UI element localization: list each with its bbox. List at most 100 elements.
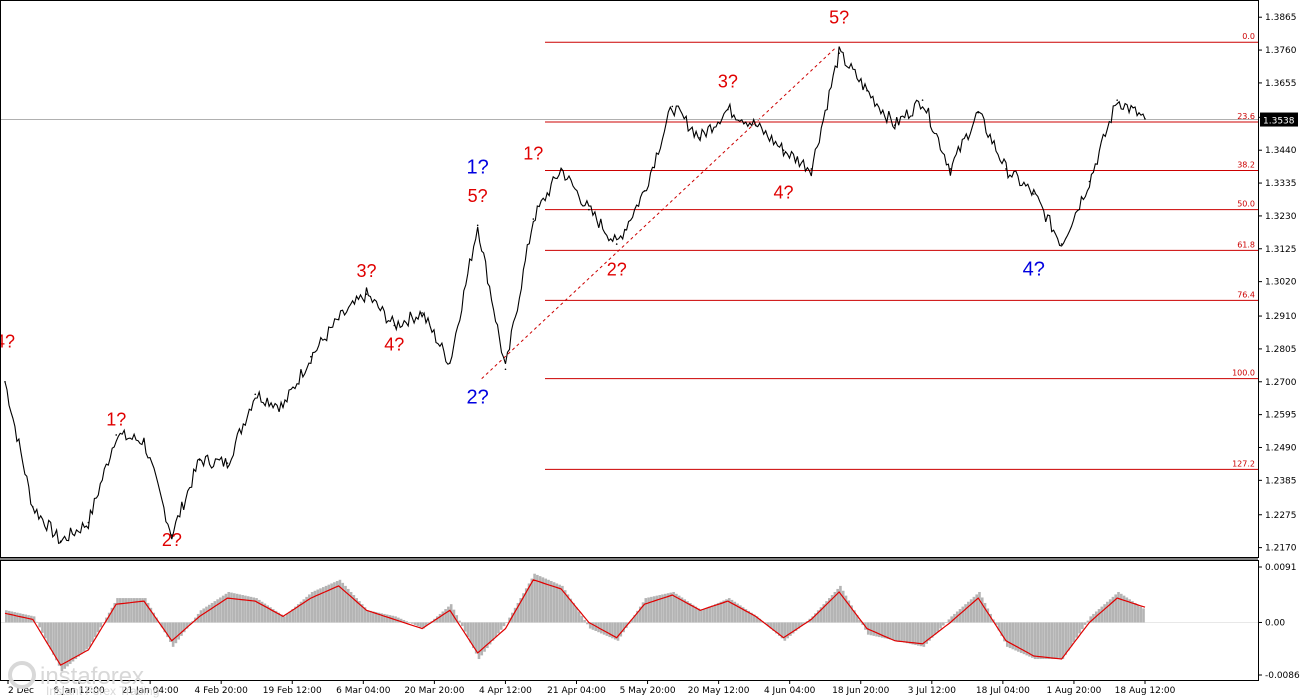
osc-histogram-bar — [883, 622, 887, 639]
osc-histogram-bar — [327, 584, 331, 623]
osc-histogram-bar — [444, 609, 447, 623]
x-tick-label: 20 Mar 20:00 — [404, 686, 464, 696]
y-tick-label: 1.2385 — [1265, 476, 1297, 486]
osc-histogram-bar — [650, 596, 653, 623]
osc-histogram-bar — [116, 598, 119, 623]
osc-histogram-bar — [830, 595, 834, 623]
osc-histogram-bar — [1025, 622, 1029, 656]
osc-histogram-bar — [519, 598, 522, 623]
osc-histogram-bar — [138, 598, 142, 623]
price-point — [532, 218, 535, 220]
osc-histogram-bar — [872, 622, 876, 636]
osc-histogram-bar — [16, 612, 19, 623]
price-point — [171, 534, 173, 536]
osc-histogram-bar — [986, 608, 990, 623]
osc-histogram-bar — [853, 610, 856, 623]
osc-histogram-bar — [1072, 622, 1076, 642]
price-point — [810, 168, 813, 170]
osc-histogram-bar — [77, 622, 80, 657]
osc-histogram-bar — [299, 601, 303, 623]
osc-histogram-bar — [822, 604, 826, 623]
osc-histogram-bar — [588, 622, 592, 629]
osc-histogram-bar — [219, 597, 222, 623]
osc-histogram-bar — [530, 578, 534, 623]
osc-histogram-bar — [675, 593, 678, 623]
instaforex-logo: instaforex Instant Forex Trading — [8, 661, 159, 698]
osc-histogram-bar — [1078, 622, 1081, 634]
osc-histogram-bar — [794, 622, 798, 631]
osc-histogram-bar — [939, 622, 942, 629]
osc-histogram-bar — [441, 611, 445, 623]
osc-histogram-bar — [1061, 622, 1065, 660]
osc-histogram-bar — [575, 607, 578, 623]
osc-histogram-bar — [505, 622, 509, 623]
price-point — [1005, 168, 1007, 170]
osc-histogram-bar — [611, 622, 614, 639]
osc-histogram-bar — [1122, 595, 1126, 623]
osc-histogram-bar — [561, 585, 564, 623]
osc-histogram-bar — [80, 622, 83, 655]
osc-histogram-bar — [205, 606, 208, 623]
osc-histogram-bar — [57, 622, 61, 666]
osc-histogram-bar — [964, 604, 967, 623]
osc-histogram-bar — [358, 601, 361, 623]
osc-histogram-bar — [538, 576, 542, 623]
osc-histogram-bar — [580, 615, 584, 623]
osc-histogram-bar — [563, 590, 567, 623]
osc-histogram-bar — [380, 613, 383, 623]
osc-histogram-bar — [878, 622, 881, 638]
osc-histogram-bar — [875, 622, 878, 637]
osc-histogram-bar — [622, 622, 625, 633]
osc-histogram-bar — [291, 609, 294, 623]
osc-histogram-bar — [914, 622, 917, 646]
osc-histogram-bar — [547, 579, 550, 623]
osc-histogram-bar — [399, 618, 403, 623]
osc-histogram-bar — [566, 594, 570, 623]
osc-histogram-bar — [121, 598, 125, 623]
osc-histogram-bar — [316, 589, 320, 623]
osc-histogram-bar — [1133, 602, 1137, 623]
osc-histogram-bar — [427, 622, 431, 624]
x-tick-label: 18 Jul 04:00 — [976, 686, 1030, 696]
osc-histogram-bar — [130, 598, 133, 623]
osc-histogram-bar — [366, 610, 370, 623]
osc-histogram-bar — [922, 622, 926, 647]
osc-histogram-bar — [338, 579, 342, 623]
osc-histogram-bar — [1131, 601, 1134, 623]
price-point — [1116, 99, 1118, 101]
osc-histogram-bar — [308, 594, 311, 623]
osc-histogram-bar — [980, 597, 984, 623]
osc-histogram-bar — [274, 610, 278, 623]
osc-histogram-bar — [1008, 622, 1012, 649]
osc-y-tick-label: 0.0091 — [1265, 563, 1297, 573]
osc-histogram-bar — [583, 620, 586, 623]
osc-histogram-bar — [736, 603, 739, 623]
osc-histogram-bar — [613, 622, 617, 640]
osc-histogram-bar — [608, 622, 611, 638]
osc-histogram-bar — [216, 599, 219, 623]
osc-histogram-bar — [422, 622, 425, 629]
osc-histogram-bar — [725, 599, 728, 623]
osc-histogram-bar — [55, 622, 58, 661]
osc-histogram-bar — [591, 622, 595, 630]
osc-histogram-bar — [958, 609, 962, 623]
osc-histogram-bar — [750, 612, 753, 623]
osc-histogram-bar — [1128, 599, 1131, 623]
osc-histogram-bar — [466, 622, 470, 638]
price-point — [282, 405, 284, 408]
osc-histogram-bar — [124, 598, 128, 623]
osc-histogram-bar — [850, 605, 853, 623]
osc-histogram-bar — [41, 622, 44, 633]
osc-histogram-bar — [989, 613, 992, 623]
osc-histogram-bar — [402, 620, 406, 623]
osc-histogram-bar — [377, 612, 381, 623]
osc-histogram-bar — [260, 601, 264, 623]
x-tick-label: 1 Aug 20:00 — [1046, 686, 1101, 696]
osc-histogram-bar — [207, 604, 211, 623]
price-point — [32, 506, 34, 508]
osc-histogram-bar — [516, 602, 520, 623]
fib-trend-line — [481, 47, 836, 380]
osc-histogram-bar — [18, 613, 22, 623]
osc-histogram-bar — [91, 622, 94, 642]
